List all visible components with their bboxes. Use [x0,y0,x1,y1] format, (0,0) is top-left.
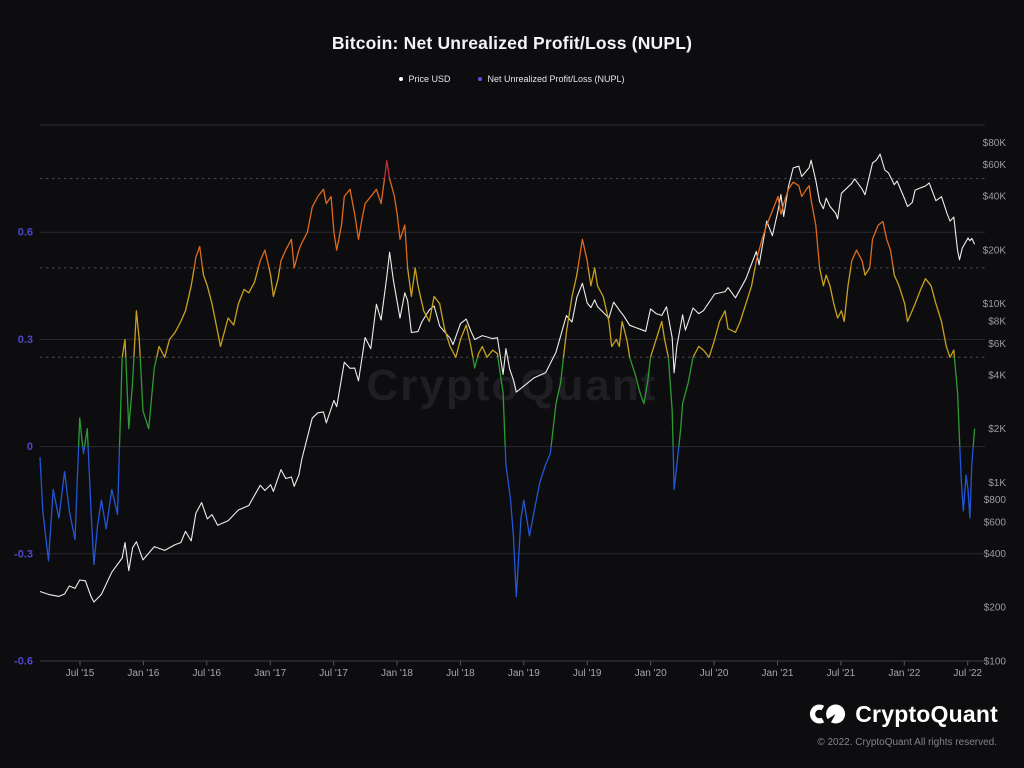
nupl-line [39,160,976,598]
brand-wordmark: CryptoQuant [855,700,998,727]
svg-text:$400: $400 [984,549,1007,560]
nupl-legend-dot-icon [478,77,483,81]
svg-text:$200: $200 [984,603,1007,614]
legend: Price USD Net Unrealized Profit/Loss (NU… [0,74,1024,84]
svg-text:Jan '18: Jan '18 [381,668,413,679]
svg-text:$20K: $20K [983,245,1007,256]
legend-item-label: Net Unrealized Profit/Loss (NUPL) [487,74,625,84]
svg-text:Jan '20: Jan '20 [635,668,667,679]
legend-item-price[interactable]: Price USD [399,74,450,84]
svg-text:Jan '17: Jan '17 [254,668,286,679]
x-axis-labels: Jul '15 Jan '16 Jul '16 Jan '17 Jul '17 Jan '… [66,661,982,679]
svg-text:Jul '19: Jul '19 [573,668,602,679]
svg-text:$6K: $6K [988,339,1006,350]
svg-text:-0.3: -0.3 [14,548,33,560]
copyright-text: © 2022. CryptoQuant All rights reserved. [817,737,997,748]
svg-text:Jul '15: Jul '15 [66,668,95,679]
svg-text:$2K: $2K [988,424,1006,435]
svg-text:Jul '22: Jul '22 [953,668,982,679]
svg-text:Jan '22: Jan '22 [888,668,920,679]
chart-title: Bitcoin: Net Unrealized Profit/Loss (NUP… [331,33,693,53]
svg-text:$800: $800 [984,495,1007,506]
right-axis-labels: $80K $60K $40K $20K $10K $8K $6K $4K $2K $1K $800 $… [983,138,1007,668]
svg-text:Jan '16: Jan '16 [127,668,159,679]
left-axis-labels: 0.6 0.3 0 -0.3 -0.6 [14,227,33,668]
watermark: CryptoQuant [367,361,658,410]
svg-text:0: 0 [27,441,33,453]
svg-text:$40K: $40K [983,192,1007,203]
svg-text:Jul '17: Jul '17 [319,668,348,679]
svg-text:$10K: $10K [983,299,1007,310]
svg-text:Jan '19: Jan '19 [508,668,540,679]
svg-text:Jul '16: Jul '16 [193,668,222,679]
grid-lines [40,124,985,662]
price-legend-dot-icon [399,77,404,81]
price-line [39,153,976,603]
svg-text:Jul '18: Jul '18 [446,668,475,679]
svg-text:-0.6: -0.6 [14,656,33,668]
svg-text:$80K: $80K [983,138,1007,149]
svg-text:0.6: 0.6 [18,227,33,239]
svg-text:$1K: $1K [988,478,1006,489]
footer-brand[interactable]: CryptoQuant [809,699,998,729]
legend-item-nupl[interactable]: Net Unrealized Profit/Loss (NUPL) [478,74,625,84]
svg-text:Jul '21: Jul '21 [827,668,856,679]
svg-text:$8K: $8K [988,317,1006,328]
svg-text:$60K: $60K [983,160,1007,171]
svg-text:Jan '21: Jan '21 [762,668,794,679]
svg-text:0.3: 0.3 [18,334,33,346]
svg-text:$600: $600 [984,518,1007,529]
svg-text:Jul '20: Jul '20 [700,668,729,679]
svg-text:$4K: $4K [988,370,1006,381]
legend-item-label: Price USD [408,74,451,84]
cryptoquant-logo-icon [810,704,846,725]
svg-text:$100: $100 [984,657,1007,668]
